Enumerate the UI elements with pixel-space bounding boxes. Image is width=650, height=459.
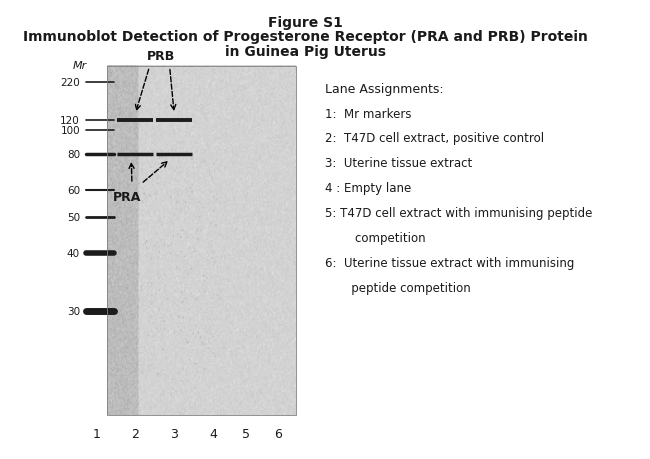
Text: 4 : Empty lane: 4 : Empty lane: [325, 182, 411, 195]
Text: 3: 3: [170, 427, 178, 440]
Text: 6: 6: [274, 427, 282, 440]
Text: 4: 4: [209, 427, 217, 440]
Text: 60: 60: [67, 185, 80, 196]
Text: 1:  Mr markers: 1: Mr markers: [325, 107, 411, 120]
Text: peptide competition: peptide competition: [325, 281, 471, 294]
Text: 80: 80: [67, 149, 80, 159]
Text: Immunoblot Detection of Progesterone Receptor (PRA and PRB) Protein: Immunoblot Detection of Progesterone Rec…: [23, 30, 588, 44]
Text: 220: 220: [60, 78, 80, 88]
Text: Mr: Mr: [73, 61, 87, 71]
Text: 120: 120: [60, 115, 80, 125]
Text: 2: 2: [131, 427, 139, 440]
Text: 5: T47D cell extract with immunising peptide: 5: T47D cell extract with immunising pep…: [325, 207, 592, 219]
Text: Lane Assignments:: Lane Assignments:: [325, 83, 443, 95]
Text: 6:  Uterine tissue extract with immunising: 6: Uterine tissue extract with immunisin…: [325, 256, 575, 269]
Text: 50: 50: [67, 212, 80, 222]
Text: 3:  Uterine tissue extract: 3: Uterine tissue extract: [325, 157, 473, 170]
Text: 40: 40: [67, 248, 80, 258]
Text: competition: competition: [325, 231, 426, 244]
Bar: [107, 67, 296, 415]
Text: 2:  T47D cell extract, positive control: 2: T47D cell extract, positive control: [325, 132, 544, 145]
Text: in Guinea Pig Uterus: in Guinea Pig Uterus: [225, 45, 386, 58]
Text: 100: 100: [60, 126, 80, 136]
Text: 30: 30: [67, 306, 80, 316]
Text: PRB: PRB: [147, 50, 176, 62]
Text: Figure S1: Figure S1: [268, 16, 343, 30]
Text: 5: 5: [242, 427, 250, 440]
Text: 1: 1: [92, 427, 100, 440]
Text: PRA: PRA: [112, 191, 141, 204]
